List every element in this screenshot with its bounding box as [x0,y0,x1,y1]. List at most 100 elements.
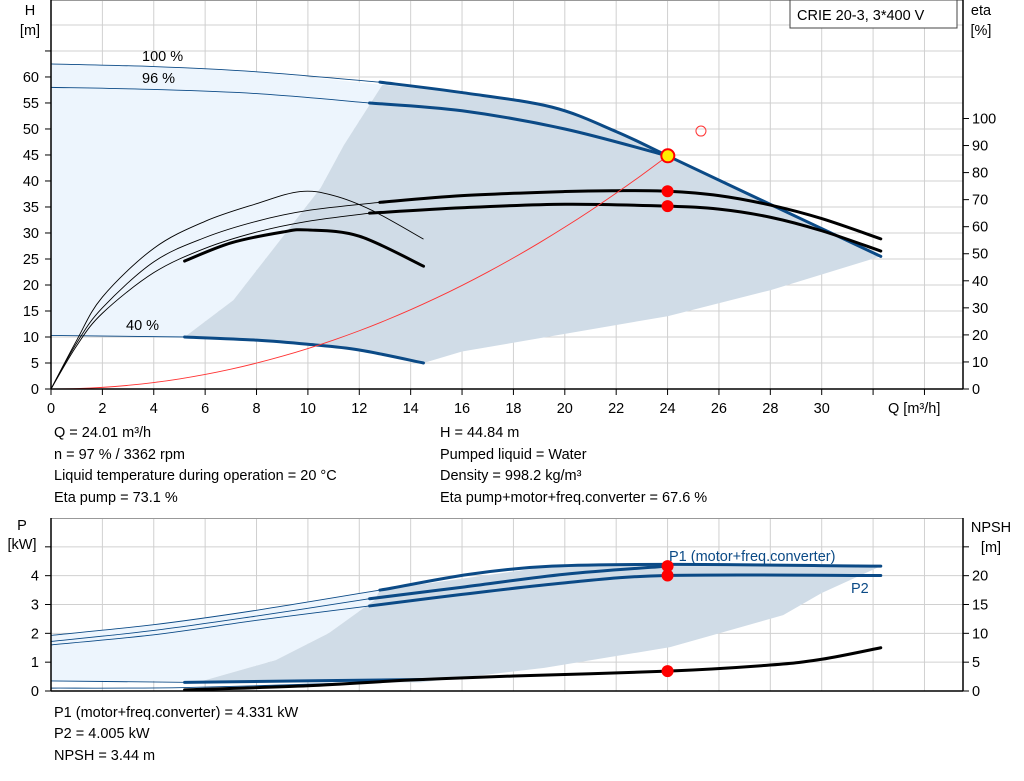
operating-regions [51,63,881,683]
q-axis-label: Q [m³/h] [888,401,940,417]
q-tick-label: 12 [351,401,367,417]
q-tick-label: 4 [150,401,158,417]
q-tick-label: 24 [659,401,675,417]
h-tick-label: 40 [23,174,39,190]
result-p2: P2 = 4.005 kW [54,726,150,742]
eta-tick-label: 70 [972,193,988,209]
result-eta-total: Eta pump+motor+freq.converter = 67.6 % [440,490,708,506]
top-curve-h-thin [50,86,370,104]
top-curve-h-thick [378,80,883,258]
bottom-region-dark [197,566,881,683]
h-tick-label: 5 [31,356,39,372]
pump-model-title: CRIE 20-3, 3*400 V [797,8,925,24]
result-pumped-liquid: Pumped liquid = Water [440,447,587,463]
requested-duty-point-marker [695,125,707,137]
top-curve-eta-thin [50,201,380,390]
label-96-percent: 96 % [142,71,175,87]
h-tick-label: 10 [23,330,39,346]
bottom-curve-p-thin [50,589,380,636]
eta-duty-point [661,200,674,213]
duty-point [660,148,676,164]
q-tick-label: 20 [557,401,573,417]
eta-tick-label: 100 [972,111,996,127]
bottom-curve-p-thin [50,680,185,683]
markers [660,125,707,678]
bottom-curve-npsh-thick [183,646,883,692]
label-40-percent: 40 % [126,318,159,334]
eta-duty-point [661,185,674,198]
bottom-curve-p-thick [368,564,670,601]
p-duty-point [661,560,674,573]
eta-tick-label: 10 [972,355,988,371]
q-tick-label: 2 [98,401,106,417]
result-p1: P1 (motor+freq.converter) = 4.331 kW [54,705,299,721]
result-q: Q = 24.01 m³/h [54,425,152,441]
q-tick-label: 28 [762,401,778,417]
q-tick-label: 8 [252,401,260,417]
p2-series-label: P2 [851,581,869,597]
bottom-curve-p-thick [368,573,883,608]
p-tick-label: 1 [31,655,39,671]
h-tick-label: 20 [23,278,39,294]
q-tick-label: 22 [608,401,624,417]
h-tick-label: 25 [23,252,39,268]
q-tick-label: 6 [201,401,209,417]
h-axis-label: H [m] [20,3,40,39]
result-npsh: NPSH = 3.44 m [54,748,156,764]
top-curve-h-thick [183,335,426,365]
h-tick-label: 45 [23,148,39,164]
eta-tick-label: 30 [972,301,988,317]
q-tick-label: 26 [711,401,727,417]
p-tick-label: 2 [31,626,39,642]
result-eta-pump: Eta pump = 73.1 % [54,490,178,506]
result-liquid-temperature: Liquid temperature during operation = 20… [54,468,337,484]
p-tick-label: 4 [31,569,39,585]
h-tick-label: 35 [23,200,39,216]
p-tick-label: 3 [31,598,39,614]
h-tick-label: 60 [23,70,39,86]
p1-series-label: P1 (motor+freq.converter) [669,549,835,565]
eta-tick-label: 90 [972,139,988,155]
top-curve-eta-thick [378,189,883,241]
npsh-axis-label: NPSH [m] [971,520,1011,556]
bottom-curve-p-thick [378,562,883,592]
eta-tick-label: 80 [972,166,988,182]
eta-tick-label: 0 [972,382,980,398]
h-axis-unit: [m] [20,23,40,39]
eta-axis-label: eta [%] [971,3,992,39]
npsh-tick-label: 10 [972,626,988,642]
top-region-dark [184,84,881,363]
label-100-percent: 100 % [142,49,183,65]
p-duty-point [661,569,674,582]
p-tick-label: 0 [31,684,39,700]
top-curve-eta-thick [183,228,426,268]
system-curve [50,155,668,390]
top-curve-h-thin [50,334,185,338]
top-curve-eta-thin [50,212,370,390]
h-tick-label: 15 [23,304,39,320]
q-tick-label: 14 [403,401,419,417]
result-head: H = 44.84 m [440,425,520,441]
eta-tick-label: 50 [972,247,988,263]
h-tick-label: 0 [31,382,39,398]
q-tick-label: 16 [454,401,470,417]
eta-tick-label: 20 [972,328,988,344]
npsh-tick-label: 20 [972,569,988,585]
eta-tick-label: 40 [972,274,988,290]
h-tick-label: 30 [23,226,39,242]
npsh-tick-label: 5 [972,655,980,671]
q-tick-label: 30 [814,401,830,417]
npsh-duty-point [661,665,674,678]
legend-box [789,0,958,29]
result-density: Density = 998.2 kg/m³ [440,468,582,484]
h-tick-label: 55 [23,96,39,112]
bottom-curve-p-thin [50,605,370,646]
top-curve-h-thin [50,63,380,83]
npsh-tick-label: 15 [972,598,988,614]
eta-tick-label: 60 [972,220,988,236]
result-speed: n = 97 % / 3362 rpm [54,447,185,463]
q-tick-label: 18 [505,401,521,417]
q-tick-label: 10 [300,401,316,417]
npsh-tick-label: 0 [972,684,980,700]
